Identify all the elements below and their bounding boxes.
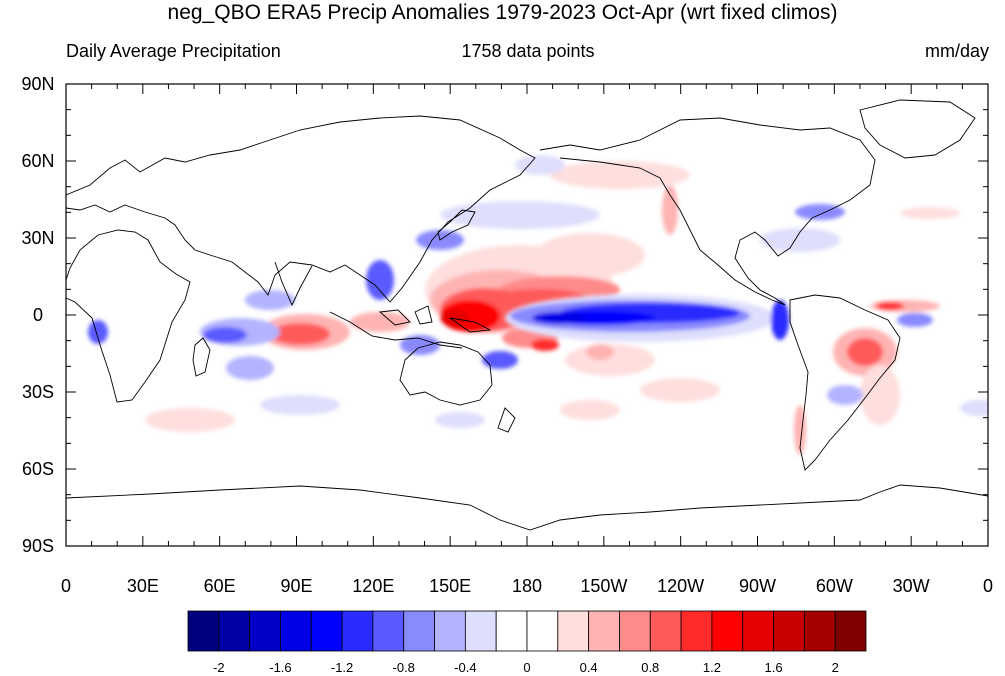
colorbar-label: 0.8 [641, 660, 659, 675]
colorbar-swatch [742, 610, 774, 652]
lat-label: 0 [33, 305, 43, 325]
anomaly-spcz-wet [560, 344, 720, 420]
lon-label: 150E [429, 576, 471, 596]
lon-label: 90W [739, 576, 776, 596]
colorbar-label: 0.4 [580, 660, 598, 675]
colorbar-swatch [464, 610, 497, 652]
lon-label: 60E [204, 576, 236, 596]
coastline-south-america [789, 294, 901, 471]
colorbar-label: 1.2 [703, 660, 721, 675]
colorbar-swatch [495, 610, 528, 652]
coastline-antarctica [66, 484, 988, 531]
lat-label: 90S [22, 536, 54, 556]
colorbar-swatch [280, 610, 312, 652]
anomaly-north-pacific [440, 155, 960, 252]
coastlines [66, 99, 988, 531]
colorbar-label: -1.2 [331, 660, 353, 675]
lat-label: 90N [21, 74, 54, 94]
lon-label: 0 [983, 576, 993, 596]
colorbar-swatch [249, 610, 281, 652]
colorbar-label: -0.4 [454, 660, 476, 675]
colorbar-swatch [557, 610, 590, 652]
colorbar-swatch [372, 610, 405, 652]
coastline-australia [399, 341, 493, 406]
colorbar-swatch [773, 610, 805, 652]
lon-label: 120W [657, 576, 704, 596]
anomaly-philippines-dry [366, 230, 518, 428]
lon-label: 90E [280, 576, 312, 596]
coastline-north-america [539, 117, 876, 306]
subtitle-left: Daily Average Precipitation [66, 41, 281, 61]
lon-label: 150W [580, 576, 627, 596]
lon-label: 0 [61, 576, 71, 596]
anomaly-field [88, 155, 988, 455]
coastline-africa [66, 229, 191, 403]
colorbar-swatch [649, 610, 682, 652]
colorbar-swatch [711, 610, 744, 652]
colorbar-swatch [341, 610, 374, 652]
anomaly-south-america-wet [794, 300, 988, 455]
lat-label: 30N [21, 228, 54, 248]
lat-label: 60S [22, 459, 54, 479]
axis-ticks [65, 83, 989, 547]
coastline-indonesia [329, 305, 492, 349]
lon-label: 30W [893, 576, 930, 596]
lon-label: 180 [512, 576, 542, 596]
latitude-labels: 90N 60N 30N 0 30S 60S 90S [21, 74, 54, 556]
lon-label: 30E [127, 576, 159, 596]
lon-label: 60W [816, 576, 853, 596]
colorbar-swatch [803, 610, 836, 652]
lat-label: 60N [21, 151, 54, 171]
colorbar-swatch [187, 610, 220, 652]
figure-title: neg_QBO ERA5 Precip Anomalies 1979-2023 … [167, 1, 838, 24]
colorbar-swatch [403, 610, 435, 652]
colorbar-swatch [526, 610, 559, 652]
colorbar-label: 2 [832, 660, 839, 675]
colorbar-label: 0 [523, 660, 530, 675]
colorbar-swatch [834, 610, 867, 652]
anomaly-indian-ocean [88, 290, 410, 432]
coastline-india [274, 261, 313, 307]
subtitle-right: mm/day [924, 41, 989, 61]
lon-label: 120E [352, 576, 394, 596]
longitude-labels: 0 30E 60E 90E 120E 150E 180 150W 120W 90W 60W 30W 0 [61, 576, 993, 596]
colorbar-label: -0.8 [393, 660, 415, 675]
colorbar-label: -1.6 [269, 660, 291, 675]
coastline-japan [437, 209, 476, 241]
coastline-madagascar [192, 337, 211, 377]
colorbar-swatch [588, 610, 620, 652]
colorbar-swatch [310, 610, 343, 652]
colorbar-swatch [680, 610, 713, 652]
colorbar-labels: -2 -1.6 -1.2 -0.8 -0.4 0 0.4 0.8 1.2 1.6 2 [213, 660, 839, 675]
subtitle-center: 1758 data points [461, 41, 595, 61]
colorbar-label: -2 [213, 660, 225, 675]
coastline-new-zealand [497, 407, 516, 433]
coastline-greenland [859, 99, 976, 159]
colorbar [187, 610, 867, 652]
colorbar-label: 1.6 [765, 660, 783, 675]
lat-label: 30S [22, 382, 54, 402]
colorbar-swatch [619, 610, 651, 652]
colorbar-swatch [218, 610, 251, 652]
anomaly-central-pacific-dry [505, 294, 789, 342]
coastline-eurasia [66, 115, 536, 303]
colorbar-swatch [434, 610, 466, 652]
